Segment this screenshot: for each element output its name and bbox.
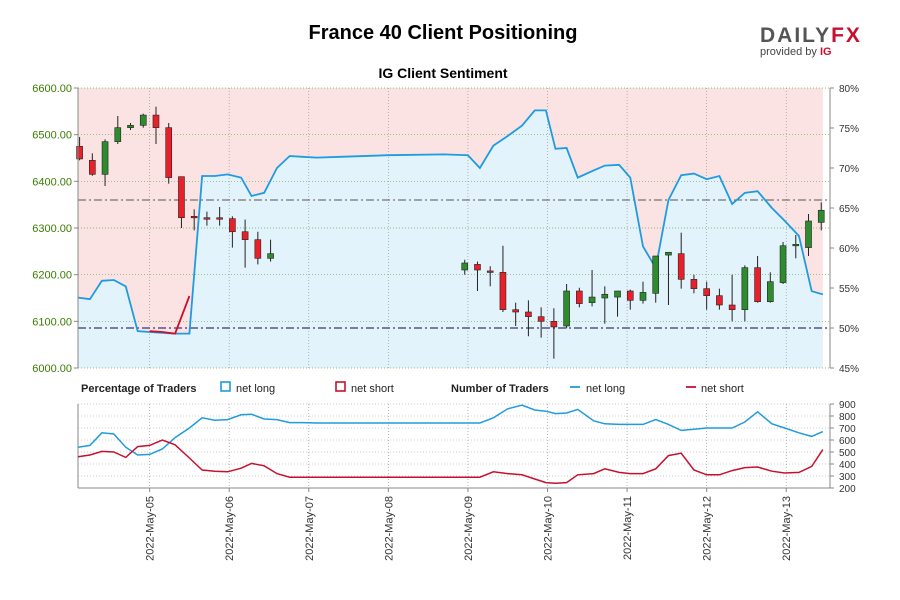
page-title: France 40 Client Positioning xyxy=(308,22,578,44)
pct-tick-label: 75% xyxy=(839,124,859,135)
candle-body xyxy=(525,311,532,317)
candle-body xyxy=(601,293,609,299)
candle-body xyxy=(89,160,96,175)
legend-long-box xyxy=(220,381,231,392)
count-tick-label: 300 xyxy=(839,472,856,483)
candle-body xyxy=(614,290,621,298)
candle-body xyxy=(139,114,147,126)
count-line-short xyxy=(77,439,824,484)
sentiment-line-long xyxy=(77,109,824,335)
candle-body xyxy=(241,231,249,240)
future-area xyxy=(822,88,830,368)
date-tick-label: 2022-May-11 xyxy=(622,496,634,560)
brand-logo: DAILYFX provided by IG xyxy=(760,24,870,58)
candle-body xyxy=(741,267,749,310)
price-tick-label: 6400.00 xyxy=(32,176,72,188)
legend-short-box xyxy=(335,381,346,392)
legend-short-label: net short xyxy=(351,383,394,395)
date-tick-label: 2022-May-12 xyxy=(702,496,714,561)
price-tick-label: 6100.00 xyxy=(32,316,72,328)
candle-body xyxy=(216,217,223,220)
pct-tick-label: 60% xyxy=(839,244,859,255)
date-tick-label: 2022-May-10 xyxy=(543,496,555,561)
pct-tick-label: 80% xyxy=(839,84,859,95)
candle-body xyxy=(703,288,710,296)
date-tick-label: 2022-May-07 xyxy=(304,496,316,561)
candle-body xyxy=(550,321,558,328)
candle-body xyxy=(639,292,647,301)
candle-body xyxy=(652,255,660,294)
legend-long-label: net long xyxy=(236,383,275,395)
candle-body xyxy=(114,127,122,142)
candle-body xyxy=(626,290,634,301)
date-tick-label: 2022-May-08 xyxy=(383,496,395,561)
candle-body xyxy=(152,114,160,128)
price-tick-label: 6000.00 xyxy=(32,363,72,375)
long-shade-area xyxy=(78,110,823,368)
candle-body xyxy=(537,316,545,322)
provided-by: provided by IG xyxy=(760,46,832,58)
candle-body xyxy=(76,146,83,160)
candle-body xyxy=(665,251,672,256)
pct-tick-label: 65% xyxy=(839,204,859,215)
legend-number-label: Number of Traders xyxy=(451,383,549,395)
candle-body xyxy=(267,253,274,259)
candle-body xyxy=(474,264,481,271)
dailyfx-logo: DAILYFX xyxy=(760,24,862,47)
candle-body xyxy=(690,279,698,289)
candle-body xyxy=(728,304,736,310)
date-tick-label: 2022-May-09 xyxy=(463,496,475,561)
date-tick-label: 2022-May-13 xyxy=(781,496,793,561)
candle-body xyxy=(512,309,519,313)
candle-body xyxy=(203,217,211,220)
pct-tick-label: 70% xyxy=(839,164,859,175)
candle-body xyxy=(101,141,109,175)
legend-short-count-label: net short xyxy=(701,383,744,395)
candle-body xyxy=(499,272,507,310)
count-tick-label: 500 xyxy=(839,448,856,459)
candle-body xyxy=(792,244,800,247)
candle-body xyxy=(127,125,134,128)
count-line-long xyxy=(77,404,824,456)
count-tick-label: 400 xyxy=(839,460,856,471)
candle-body xyxy=(588,296,596,303)
pct-tick-label: 50% xyxy=(839,324,859,335)
price-tick-label: 6200.00 xyxy=(32,270,72,282)
count-tick-label: 700 xyxy=(839,424,856,435)
price-tick-label: 6500.00 xyxy=(32,130,72,142)
candle-body xyxy=(716,295,723,306)
candle-body xyxy=(461,262,469,271)
date-tick-label: 2022-May-06 xyxy=(224,496,236,561)
candle-body xyxy=(190,216,198,219)
candle-body xyxy=(165,127,173,178)
candle-body xyxy=(229,218,236,233)
price-tick-label: 6600.00 xyxy=(32,83,72,95)
candle-body xyxy=(576,290,583,304)
count-tick-label: 600 xyxy=(839,436,856,447)
count-tick-label: 900 xyxy=(839,400,856,411)
date-tick-label: 2022-May-05 xyxy=(145,496,157,561)
candle-body xyxy=(178,176,185,219)
chart-subtitle: IG Client Sentiment xyxy=(378,65,507,81)
sentiment-line-short xyxy=(149,295,191,335)
candle-body xyxy=(754,267,761,303)
candle-body xyxy=(779,245,787,283)
candle-body xyxy=(254,239,262,259)
pct-tick-label: 55% xyxy=(839,284,859,295)
candle-body xyxy=(486,270,494,273)
price-tick-label: 6300.00 xyxy=(32,223,72,235)
candle-body xyxy=(767,281,774,303)
candle-body xyxy=(677,253,685,280)
count-tick-label: 800 xyxy=(839,412,856,423)
pct-tick-label: 45% xyxy=(839,364,859,375)
candle-body xyxy=(805,220,812,248)
count-tick-label: 200 xyxy=(839,484,856,495)
legend-percentage-label: Percentage of Traders xyxy=(81,383,197,395)
candle-body xyxy=(563,290,570,327)
candle-body xyxy=(817,209,825,223)
legend-long-count-label: net long xyxy=(586,383,625,395)
sentiment-shading xyxy=(78,88,830,368)
